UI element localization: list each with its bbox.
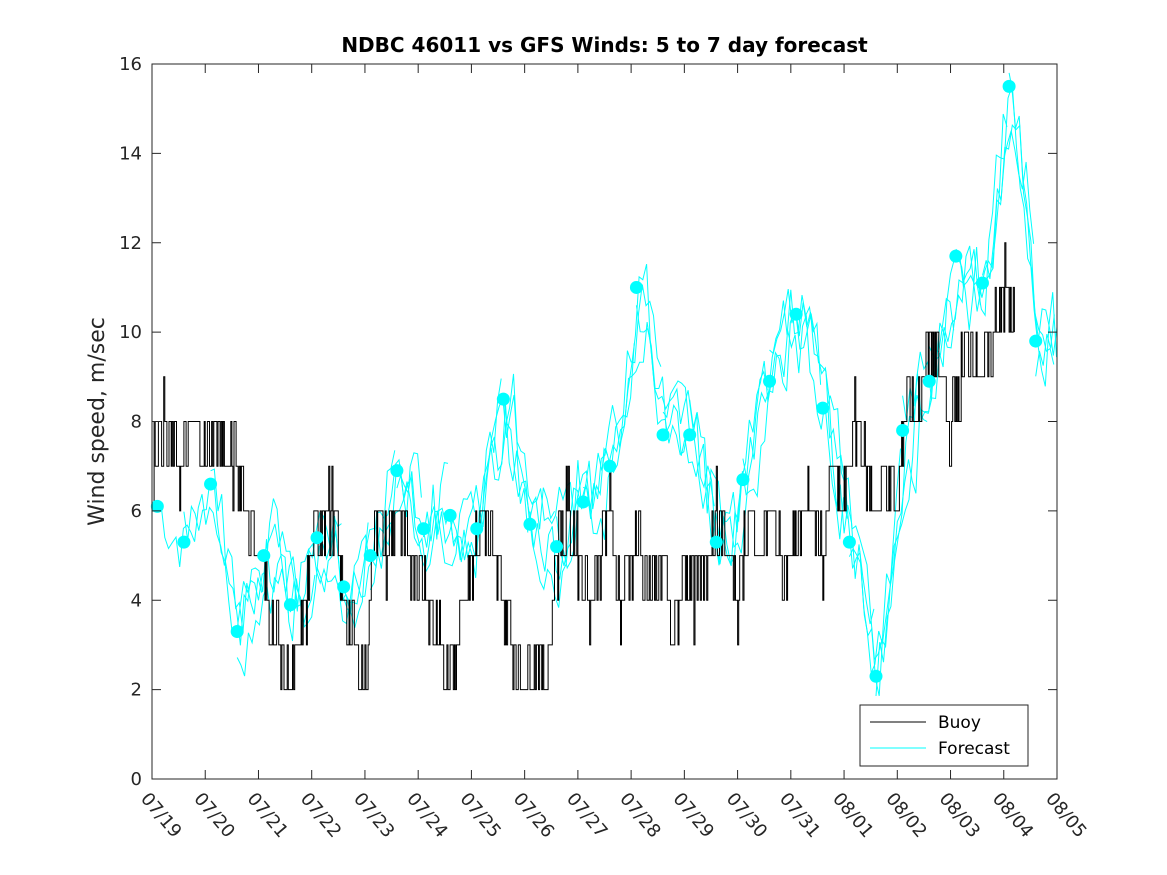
y-tick-label: 16 [119,54,142,75]
legend-box [859,704,1029,767]
forecast-point [629,280,643,294]
y-tick-label: 12 [119,233,142,254]
forecast-run-line [982,124,1058,356]
forecast-run-line [715,289,822,566]
forecast-run-line [742,315,848,540]
forecast-run-line [635,305,742,533]
forecast-run-line [875,246,981,697]
forecast-point [1029,334,1043,348]
y-axis-label: Wind speed, m/sec [85,317,110,526]
forecast-run-line [769,289,875,625]
forecast-point [230,625,244,639]
chart-title: NDBC 46011 vs GFS Winds: 5 to 7 day fore… [341,33,868,57]
forecast-run-line [582,263,688,520]
forecast-run-line [609,322,715,509]
forecast-run-line [502,396,609,525]
forecast-point [816,401,830,415]
y-tick-label: 0 [131,769,142,790]
forecast-run-line [1008,72,1055,365]
forecast-point [576,495,590,509]
y-tick-label: 10 [119,322,142,343]
forecast-point [496,392,510,406]
forecast-point [470,522,484,536]
forecast-point [603,459,617,473]
forecast-run-line [343,462,449,628]
forecast-run-line [449,373,555,563]
forecast-point [763,374,777,388]
forecast-run-line [955,86,1057,387]
forecast-point [869,669,883,683]
y-tick-label: 14 [119,143,142,164]
forecast-point [736,473,750,487]
forecast-point [975,276,989,290]
legend-label: Forecast [938,739,1010,759]
forecast-run-line [795,313,901,661]
y-axis: 0 2 4 6 8 10 12 14 16 [119,54,1057,790]
forecast-run-line [396,378,502,561]
forecast-point [656,428,670,442]
forecast-run-line [1035,314,1055,377]
forecast-point [789,307,803,321]
forecast-point [204,477,218,491]
forecast-point [1002,79,1016,93]
forecast-point [390,464,404,478]
forecast-point [363,549,377,563]
forecast-run-line [157,494,263,633]
forecast-point [709,535,723,549]
forecast-point [922,374,936,388]
buoy-series-line [152,242,1015,691]
buoy-layer [152,242,1015,691]
forecast-run-line [423,403,529,578]
legend: Buoy Forecast [859,704,1029,767]
forecast-run-line [210,468,316,646]
forecast-point [896,423,910,437]
forecast-point [842,535,856,549]
forecast-point [177,535,191,549]
forecast-point [310,531,324,545]
forecast-point [257,549,271,563]
forecast-point [150,499,164,513]
forecast-run-line [928,130,1035,360]
forecast-point [337,580,351,594]
legend-label: Buoy [938,713,981,733]
y-tick-label: 2 [131,680,142,701]
forecast-run-line [822,395,928,674]
forecast-point [949,249,963,263]
y-tick-label: 8 [131,412,142,433]
forecast-point [443,508,457,522]
forecast-point [523,517,537,531]
forecast-point [283,598,297,612]
forecast-markers [150,79,1043,683]
y-tick-label: 6 [131,501,142,522]
forecast-point [550,540,564,554]
forecast-point [683,428,697,442]
y-tick-label: 4 [131,590,142,611]
forecast-point [417,522,430,536]
